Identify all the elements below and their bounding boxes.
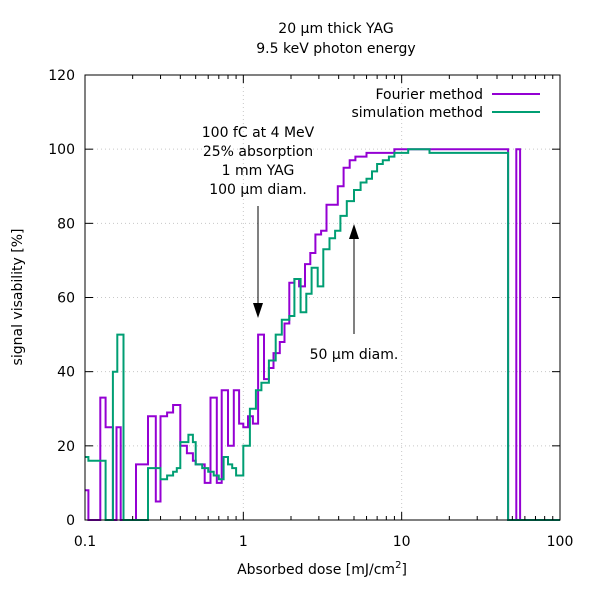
annotation-line: 100 µm diam. — [209, 182, 307, 198]
x-tick-label: 0.1 — [74, 534, 96, 550]
legend-label-simulation: simulation method — [352, 105, 484, 121]
x-axis-label: Absorbed dose [mJ/cm2] — [237, 560, 407, 578]
annotation-50um: 50 µm diam. — [310, 224, 399, 363]
series-line-fourier — [85, 148, 560, 521]
y-tick-label: 60 — [57, 291, 75, 307]
y-tick-label: 100 — [48, 142, 75, 158]
annotation-line: 25% absorption — [203, 144, 313, 160]
y-tick-label: 40 — [57, 365, 75, 381]
series-line-simulation — [85, 148, 560, 521]
legend-label-fourier: Fourier method — [375, 87, 483, 103]
tick-labels: 0 20 40 60 80 100 120 0.1 1 10 100 — [48, 68, 573, 550]
y-tick-label: 80 — [57, 216, 75, 232]
y-tick-label: 0 — [66, 513, 75, 529]
x-axis-label-superscript: 2 — [395, 560, 401, 571]
chart-title: 20 µm thick YAG — [278, 21, 393, 37]
series-layer — [85, 148, 560, 521]
x-tick-label: 10 — [393, 534, 411, 550]
y-axis-label: signal visability [%] — [10, 229, 26, 366]
x-tick-label: 100 — [547, 534, 574, 550]
annotation-100um: 100 fC at 4 MeV 25% absorption 1 mm YAG … — [202, 125, 315, 318]
y-tick-label: 120 — [48, 68, 75, 84]
annotation-line: 50 µm diam. — [310, 347, 399, 363]
x-tick-label: 1 — [239, 534, 248, 550]
y-tick-label: 20 — [57, 439, 75, 455]
legend: Fourier method simulation method — [352, 87, 540, 121]
annotation-line: 100 fC at 4 MeV — [202, 125, 315, 141]
chart-subtitle: 9.5 keV photon energy — [256, 41, 415, 57]
arrow-down-icon — [253, 303, 263, 318]
annotation-line: 1 mm YAG — [222, 163, 295, 179]
axis-ticks — [84, 74, 561, 521]
arrow-up-icon — [349, 224, 359, 239]
